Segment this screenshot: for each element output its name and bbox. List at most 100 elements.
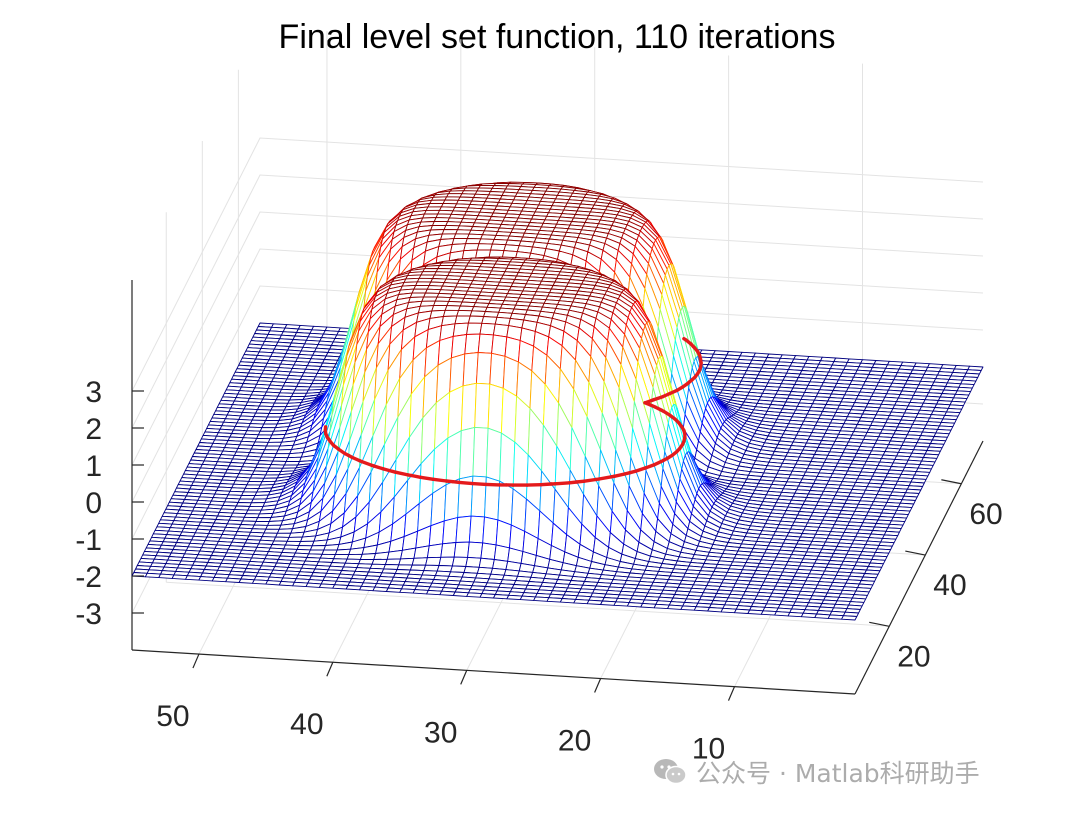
x-axis: [131, 649, 856, 695]
contour-segment: [582, 477, 598, 483]
surface-cell: [459, 426, 476, 480]
surface-cell: [747, 609, 764, 615]
grid-line: [131, 248, 984, 503]
surface-cell: [292, 389, 309, 394]
contour-segment: [431, 477, 448, 483]
surface-cell: [447, 385, 464, 439]
surface-cell: [466, 233, 483, 240]
surface-cell: [238, 578, 255, 584]
surface-cell: [255, 517, 272, 522]
surface-cell: [318, 583, 336, 589]
surface-cell: [452, 591, 469, 597]
wechat-icon: [654, 759, 687, 785]
surface-cell: [487, 383, 504, 434]
surface-cell: [482, 516, 499, 546]
surface-cell: [464, 333, 481, 355]
z-tick-label: 1: [85, 450, 102, 483]
surface-cell: [460, 382, 477, 432]
contour-segment: [444, 479, 455, 484]
surface-cell: [491, 334, 508, 357]
chart-title: Final level set function, 110 iterations: [279, 18, 836, 56]
surface-cell: [774, 611, 791, 617]
surface-cell: [298, 540, 315, 547]
surface-cell: [456, 309, 473, 317]
surface-cell: [432, 221, 449, 226]
contour-segment: [691, 345, 697, 350]
contour-segment: [381, 467, 392, 473]
surface-cell: [533, 596, 550, 602]
surface-cell: [433, 300, 450, 307]
contour-segment: [648, 403, 657, 409]
surface-cell: [586, 599, 603, 605]
contour-segment: [670, 415, 677, 421]
surface-cell: [478, 557, 495, 569]
x-tick-label: 10: [692, 733, 725, 766]
surface-cell: [211, 576, 228, 583]
grid-line: [166, 581, 890, 627]
surface-cell: [386, 549, 403, 560]
y-tick-label: 40: [933, 569, 966, 602]
surface-cell: [267, 520, 284, 526]
contour-segment: [659, 408, 666, 413]
surface-cell: [198, 576, 215, 582]
surface-cell: [439, 590, 456, 596]
surface-cell: [426, 589, 443, 596]
surface-cell: [626, 602, 644, 608]
surface-cell: [144, 572, 162, 579]
surface-mesh: [131, 181, 984, 621]
surface-cell: [465, 556, 482, 568]
surface-cell: [600, 600, 617, 606]
z-tick-label: -2: [75, 561, 102, 594]
surface-cell: [171, 574, 188, 580]
surface-cell: [519, 595, 536, 601]
contour-segment: [418, 475, 435, 481]
surface-cell: [485, 427, 502, 482]
surface-cell: [613, 601, 630, 607]
surface-cell: [653, 603, 670, 610]
x-tick: [727, 686, 736, 701]
surface-cell: [546, 597, 563, 603]
x-tick-label: 20: [558, 725, 591, 758]
surface-cell: [412, 589, 429, 595]
surface-cell: [468, 515, 485, 544]
surface-cell: [411, 288, 428, 294]
surface-cell: [266, 441, 283, 447]
surface-cell: [272, 402, 289, 408]
surface-cell: [720, 607, 737, 614]
y-tick-label: 20: [897, 640, 930, 673]
surface-cell: [158, 573, 175, 579]
surface-cell: [707, 607, 724, 613]
z-tick-label: 3: [85, 376, 102, 409]
z-tick-label: -1: [75, 524, 102, 557]
surface-cell: [311, 539, 328, 547]
contour-segment: [369, 463, 376, 468]
surface-cell: [443, 224, 460, 231]
surface-cell: [249, 502, 266, 507]
surface-cell: [411, 557, 428, 566]
surface-cell: [384, 558, 402, 566]
surface-cell: [490, 243, 507, 252]
surface-cell: [480, 542, 497, 560]
surface-cell: [413, 284, 430, 290]
contour-segment: [553, 481, 572, 486]
contour-segment: [336, 447, 341, 452]
surface-cell: [323, 543, 340, 551]
surface-cell: [453, 541, 470, 558]
y-tick: [941, 479, 962, 485]
contour-segment: [470, 481, 488, 487]
zero-level-contour: [323, 337, 703, 487]
surface-cell: [252, 579, 269, 585]
surface-cell: [265, 416, 282, 421]
surface-cell: [300, 535, 317, 542]
surface-cell: [292, 581, 309, 588]
surface-cell: [800, 612, 818, 619]
contour-segment: [484, 482, 502, 487]
surface-cell: [475, 352, 493, 385]
surface-cell: [573, 598, 590, 605]
grid-line: [131, 285, 984, 540]
z-tick-label: -3: [75, 598, 102, 631]
surface-cell: [371, 558, 388, 565]
surface-cell: [640, 602, 657, 609]
